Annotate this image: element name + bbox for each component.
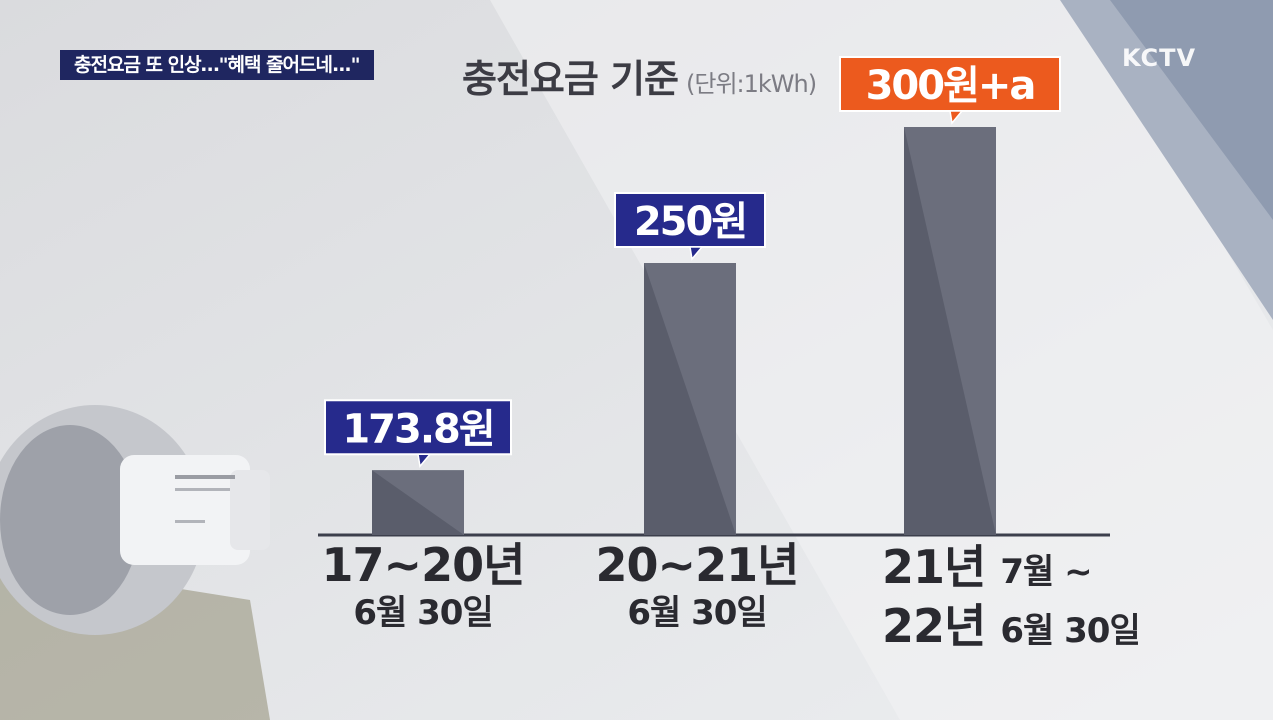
bar-2-shade [644, 263, 736, 535]
value-callout-3-pointer [949, 110, 964, 125]
x-label-3-year-end: 22년 [882, 599, 986, 653]
kctv-logo: KCTV [1122, 44, 1197, 72]
bar-1-shade [372, 470, 464, 535]
value-callout-1 [324, 399, 512, 456]
x-label-2-line2: 6월 30일 [627, 593, 767, 633]
chart-unit: (단위:1kWh) [686, 70, 817, 98]
x-label-3-year-start: 21년 [882, 540, 986, 594]
value-label-2: 250원 [634, 199, 746, 245]
x-label-3-month-start: 7월 ~ [1000, 552, 1092, 592]
value-label-3: 300원+a [866, 63, 1035, 109]
chart-title-block: 충전요금 기준 (단위:1kWh) [462, 48, 817, 103]
value-callout-1-pointer [417, 453, 432, 469]
news-headline: 충전요금 또 인상…"혜택 줄어드네..." [60, 50, 374, 80]
x-label-2-line1: 20~21년 [595, 538, 800, 592]
value-callout-2 [614, 192, 766, 248]
x-label-1-line2: 6월 30일 [353, 593, 493, 633]
x-label-1: 17~20년 6월 30일 [318, 538, 528, 634]
value-callout-3 [839, 56, 1061, 112]
value-label-1: 173.8원 [342, 406, 493, 452]
x-label-3-date-end: 6월 30일 [1000, 611, 1140, 651]
value-callout-2-pointer [689, 246, 704, 261]
x-label-2: 20~21년 6월 30일 [592, 538, 802, 634]
x-label-1-line1: 17~20년 [321, 538, 526, 592]
x-label-3: 21년 7월 ~ 22년 6월 30일 [882, 540, 1142, 658]
chart-title: 충전요금 기준 [462, 57, 679, 101]
bar-3-shade [904, 127, 996, 535]
